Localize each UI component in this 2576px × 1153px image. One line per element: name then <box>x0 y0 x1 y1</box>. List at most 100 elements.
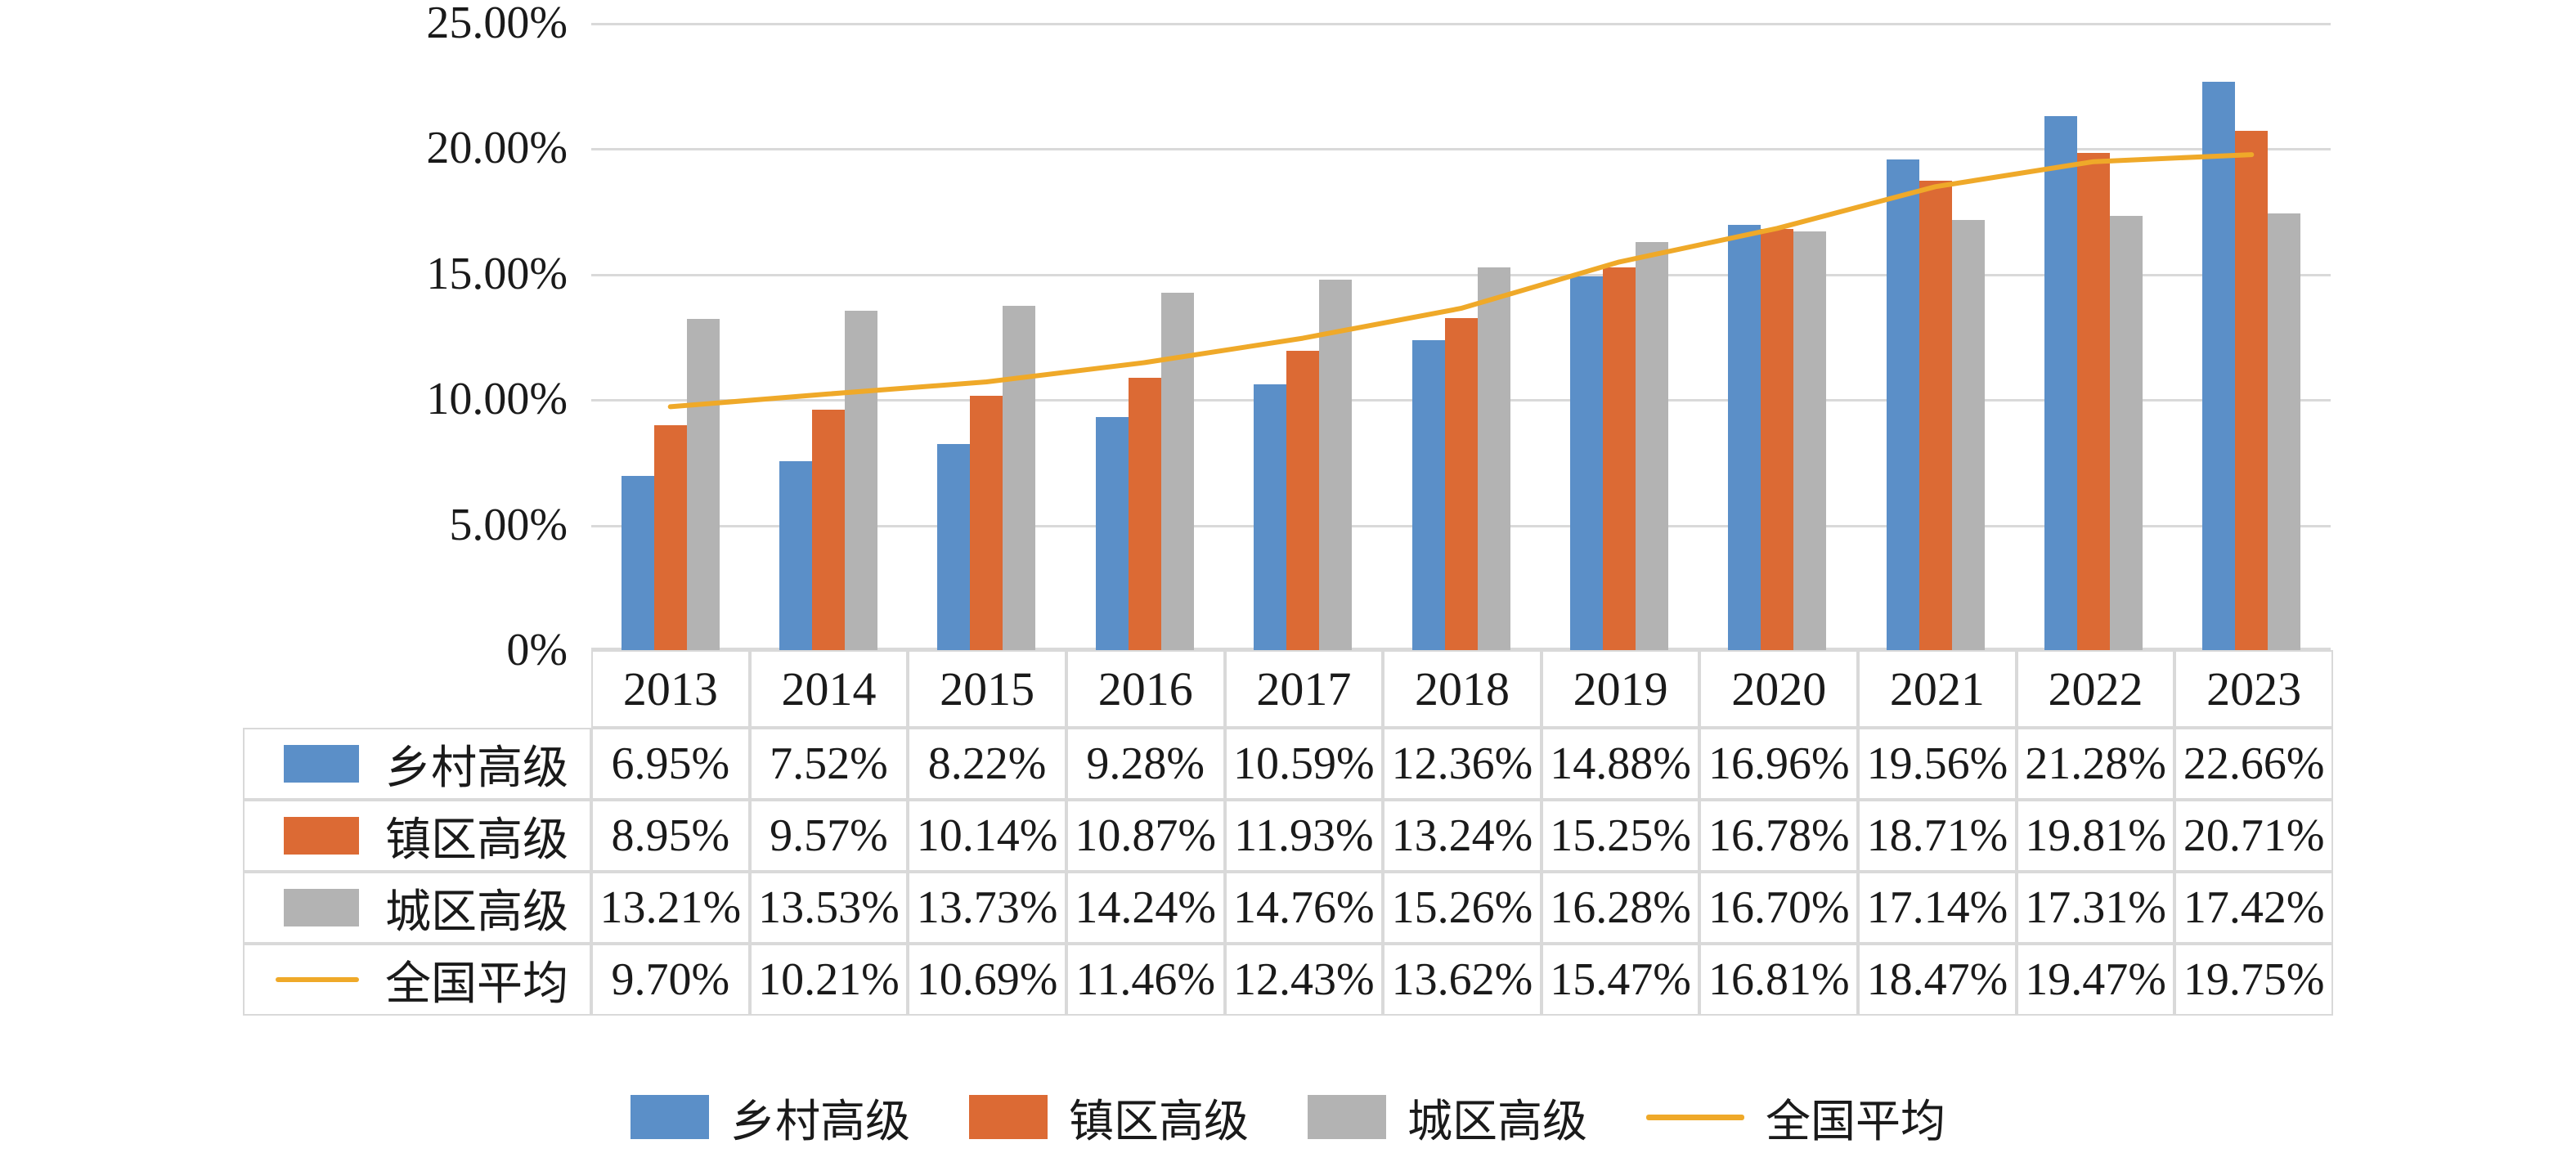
bar-城区高级-2019 <box>1635 241 1668 650</box>
y-axis-tick-label: 15.00% <box>426 248 568 299</box>
bar-乡村高级-2021 <box>1886 159 1919 650</box>
table-value-cell: 10.87% <box>1066 800 1225 872</box>
year-header-cell: 2023 <box>2174 650 2333 728</box>
bar-乡村高级-2020 <box>1728 224 1761 650</box>
bar-line-chart: 25.00% 20.00% 15.00% 10.00% 5.00% 0% <box>426 0 2331 675</box>
year-header-cell: 2019 <box>1541 650 1700 728</box>
table-value-cell: 9.70% <box>591 944 750 1016</box>
bar-城区高级-2018 <box>1477 267 1510 650</box>
line-series-全国平均 <box>667 152 2255 410</box>
y-axis-tick-label: 0% <box>506 625 568 675</box>
table-value-cell: 21.28% <box>2016 728 2175 800</box>
table-value-cell: 19.81% <box>2016 800 2175 872</box>
legend-item-镇区高级: 镇区高级 <box>968 1084 1249 1150</box>
table-series-label-cell: 乡村高级 <box>243 728 591 800</box>
bar-乡村高级-2023 <box>2202 81 2236 650</box>
bar-乡村高级-2017 <box>1254 384 1287 650</box>
legend-color-swatch <box>968 1095 1048 1139</box>
series-swatch-rect <box>284 889 359 926</box>
table-value-cell: 13.62% <box>1383 944 1542 1016</box>
table-value-cell: 10.59% <box>1224 728 1384 800</box>
bar-乡村高级-2015 <box>937 443 971 650</box>
table-value-cell: 9.57% <box>749 800 909 872</box>
bar-城区高级-2021 <box>1951 220 1985 650</box>
bar-乡村高级-2018 <box>1411 339 1445 650</box>
bar-镇区高级-2021 <box>1919 180 1952 650</box>
table-corner-spacer <box>243 650 591 728</box>
bar-镇区高级-2014 <box>812 410 846 650</box>
table-value-cell: 10.21% <box>749 944 909 1016</box>
table-value-cell: 17.14% <box>1858 872 2017 944</box>
bar-镇区高级-2019 <box>1602 267 1636 650</box>
bar-镇区高级-2015 <box>970 395 1003 650</box>
year-header-cell: 2015 <box>908 650 1066 728</box>
legend-line-icon <box>1646 1114 1745 1120</box>
table-value-cell: 19.47% <box>2016 944 2175 1016</box>
table-value-cell: 9.28% <box>1066 728 1225 800</box>
table-value-cell: 19.56% <box>1858 728 2017 800</box>
table-value-cell: 10.14% <box>908 800 1066 872</box>
table-value-cell: 22.66% <box>2174 728 2333 800</box>
table-value-cell: 16.81% <box>1699 944 1859 1016</box>
bar-镇区高级-2022 <box>2076 153 2110 650</box>
table-value-cell: 16.78% <box>1699 800 1859 872</box>
gridline <box>591 273 2331 276</box>
year-header-cell: 2017 <box>1224 650 1384 728</box>
series-name: 全国平均 <box>385 958 568 1010</box>
bar-城区高级-2014 <box>845 310 878 650</box>
legend-label: 城区高级 <box>1407 1097 1588 1146</box>
table-value-cell: 13.21% <box>591 872 750 944</box>
legend-label: 全国平均 <box>1766 1097 1946 1146</box>
table-value-cell: 16.96% <box>1699 728 1859 800</box>
table-value-cell: 17.31% <box>2016 872 2175 944</box>
table-value-cell: 10.69% <box>908 944 1066 1016</box>
y-axis-tick-label: 25.00% <box>426 0 568 48</box>
legend-item-城区高级: 城区高级 <box>1308 1084 1587 1150</box>
legend-item-全国平均: 全国平均 <box>1646 1084 1945 1150</box>
series-name: 乡村高级 <box>385 742 568 794</box>
bar-镇区高级-2018 <box>1444 317 1478 650</box>
data-table: 2013 2014 2015 2016 2017 2018 2019 2020 2021 2022… <box>243 650 2333 1016</box>
legend-color-swatch <box>630 1095 709 1139</box>
table-value-cell: 15.25% <box>1541 800 1700 872</box>
bar-镇区高级-2020 <box>1761 229 1794 650</box>
table-value-cell: 8.95% <box>591 800 750 872</box>
table-value-cell: 18.47% <box>1858 944 2017 1016</box>
bar-镇区高级-2013 <box>653 425 687 650</box>
table-value-cell: 11.46% <box>1066 944 1225 1016</box>
table-value-cell: 14.24% <box>1066 872 1225 944</box>
table-value-cell: 16.28% <box>1541 872 1700 944</box>
year-header-cell: 2020 <box>1699 650 1859 728</box>
year-header-cell: 2013 <box>591 650 750 728</box>
series-name: 城区高级 <box>385 886 568 938</box>
bar-城区高级-2023 <box>2268 213 2301 650</box>
table-value-cell: 18.71% <box>1858 800 2017 872</box>
plot-area <box>591 23 2331 650</box>
table-value-cell: 12.43% <box>1224 944 1384 1016</box>
bar-城区高级-2022 <box>2109 215 2143 650</box>
y-axis-tick-label: 10.00% <box>426 374 568 425</box>
bar-乡村高级-2019 <box>1569 276 1603 650</box>
table-value-cell: 14.88% <box>1541 728 1700 800</box>
legend-item-乡村高级: 乡村高级 <box>630 1084 910 1150</box>
series-name: 镇区高级 <box>385 814 568 866</box>
bar-镇区高级-2016 <box>1128 377 1161 650</box>
bar-镇区高级-2017 <box>1286 350 1320 650</box>
bar-镇区高级-2023 <box>2235 130 2269 650</box>
bar-乡村高级-2022 <box>2044 116 2077 650</box>
series-swatch-rect <box>284 745 359 783</box>
table-value-cell: 16.70% <box>1699 872 1859 944</box>
table-value-cell: 15.26% <box>1383 872 1542 944</box>
table-value-cell: 20.71% <box>2174 800 2333 872</box>
series-swatch-line <box>276 977 359 982</box>
bar-城区高级-2015 <box>1003 305 1036 650</box>
y-axis-tick-label: 5.00% <box>449 499 568 550</box>
gridline <box>591 23 2331 25</box>
chart-legend: 乡村高级 镇区高级 城区高级 全国平均 <box>0 1081 2576 1153</box>
table-value-cell: 19.75% <box>2174 944 2333 1016</box>
table-value-cell: 11.93% <box>1224 800 1384 872</box>
bar-乡村高级-2013 <box>621 475 654 650</box>
table-value-cell: 13.24% <box>1383 800 1542 872</box>
bar-城区高级-2013 <box>686 318 720 650</box>
